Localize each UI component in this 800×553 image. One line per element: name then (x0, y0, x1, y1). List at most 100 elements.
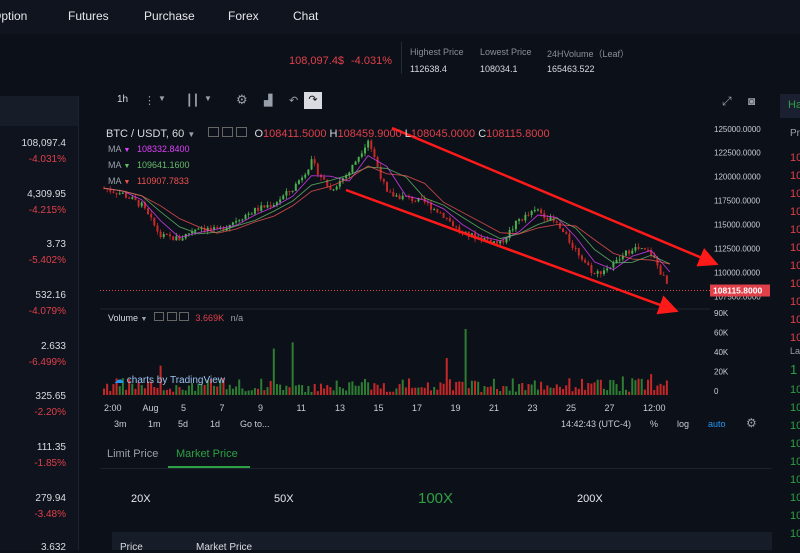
y-tick-label: 125000.0000 (714, 125, 761, 134)
leverage-20x[interactable]: 20X (131, 493, 151, 505)
volume-bar (593, 382, 596, 395)
market-item-price[interactable]: 532.16 (35, 290, 66, 301)
auto-toggle[interactable]: auto (708, 419, 726, 429)
candle-body (436, 209, 439, 213)
price-axis[interactable]: 125000.0000 122500.0000 120000.0000 117500.… (710, 120, 772, 400)
candle-body (527, 214, 530, 216)
candle-body (540, 209, 543, 214)
candle-body (244, 214, 247, 220)
market-item-price[interactable]: 3.73 (46, 239, 66, 250)
nav-option[interactable]: Option (0, 9, 28, 23)
candle-body (420, 197, 423, 199)
last-price-mid: 1 (790, 362, 798, 377)
candlestick-icon[interactable]: ┃┃ (186, 95, 200, 107)
undo-icon[interactable]: ↶ (289, 95, 299, 107)
ma3-legend: MA ▼ 110907.7833 (108, 176, 189, 186)
volume-bar (134, 388, 137, 395)
x-tick-label: 5 (181, 403, 186, 413)
candle-body (313, 159, 316, 164)
volume-bar (175, 385, 178, 395)
market-item-price[interactable]: 2.633 (40, 341, 66, 352)
candle-body (235, 221, 238, 223)
candle-body (618, 259, 621, 261)
market-item-price[interactable]: 108,097.4 (21, 138, 67, 149)
volume-bar (552, 388, 555, 395)
x-tick-label: 12:00 (643, 403, 666, 413)
market-item-price[interactable]: 3.632 (40, 542, 66, 553)
current-price-badge-label: 108115.8000 (713, 286, 762, 296)
chevron-down-icon[interactable]: ▼ (187, 130, 196, 139)
tab-active-indicator (168, 466, 250, 468)
market-item-price[interactable]: 279.94 (35, 493, 66, 504)
gear-icon[interactable]: ⚙ (236, 92, 248, 107)
low-value: 108045.0000 (410, 128, 476, 140)
order-book-tab[interactable]: Ha (780, 94, 800, 118)
log-toggle[interactable]: log (677, 419, 690, 429)
interval-selector[interactable]: 1h (117, 94, 129, 105)
settings-icon[interactable] (222, 127, 234, 137)
leverage-50x[interactable]: 50X (274, 493, 294, 505)
candle-body (294, 183, 297, 191)
volume-bar (646, 379, 649, 395)
volume-bar (467, 388, 470, 395)
volume-bar (395, 388, 398, 395)
nav-futures[interactable]: Futures (68, 9, 109, 23)
indicators-icon[interactable]: ▟ (264, 95, 273, 107)
volume-bar (602, 388, 605, 395)
camera-icon[interactable]: ◙ (748, 94, 756, 108)
x-tick-label: 11 (297, 403, 306, 413)
candle-body (401, 195, 404, 200)
goto-date[interactable]: Go to... (240, 419, 270, 429)
tradingview-attribution[interactable]: ☁ charts by TradingView (114, 375, 225, 386)
close-icon[interactable] (236, 127, 248, 137)
volume-bar (580, 378, 583, 395)
ma2-line (103, 166, 671, 265)
x-tick-label: 21 (489, 403, 499, 413)
lowest-price-label: Lowest Price (480, 47, 532, 57)
market-item-price[interactable]: 4,309.95 (27, 189, 66, 200)
volume-bar (341, 388, 344, 395)
redo-icon[interactable]: ↷ (304, 92, 322, 109)
volume-bar (606, 390, 609, 395)
percent-toggle[interactable]: % (650, 419, 659, 429)
nav-purchase[interactable]: Purchase (144, 9, 195, 23)
more-vertical-icon[interactable]: ⋮ (144, 95, 155, 107)
leverage-100x[interactable]: 100X (418, 490, 454, 507)
candle-body (118, 193, 121, 195)
volume-bar (319, 383, 322, 395)
chart-area[interactable]: 2:00 Aug 5 7 9 11 13 15 17 19 21 23 25 27 12:00 BTC / … (100, 120, 719, 413)
volume-bar (536, 389, 539, 395)
candle-body (288, 191, 291, 193)
candle-body (250, 213, 253, 215)
nav-forex[interactable]: Forex (228, 9, 259, 23)
candle-body (147, 208, 150, 215)
ask-row: 10 (790, 332, 800, 344)
candle-body (143, 202, 146, 209)
nav-chat[interactable]: Chat (293, 9, 319, 23)
candle-body (514, 220, 517, 230)
tab-market-price[interactable]: Market Price (176, 448, 238, 460)
range-1d[interactable]: 1d (210, 419, 221, 429)
range-5d[interactable]: 5d (178, 419, 189, 429)
leverage-200x[interactable]: 200X (577, 493, 603, 505)
eye-icon[interactable] (208, 127, 220, 137)
candle-body (521, 219, 524, 221)
range-3m[interactable]: 3m (114, 419, 127, 429)
volume-bar (140, 385, 143, 395)
volume-bar (596, 379, 599, 395)
gear-icon[interactable]: ⚙ (746, 416, 757, 430)
volume-bar (558, 386, 561, 395)
market-item-price[interactable]: 325.65 (35, 391, 66, 402)
chevron-down-icon[interactable]: ▼ (158, 94, 166, 103)
tab-limit-price[interactable]: Limit Price (107, 448, 159, 460)
fullscreen-icon[interactable]: ⤢ (722, 94, 732, 108)
range-1m[interactable]: 1m (148, 419, 161, 429)
candle-body (445, 217, 448, 219)
chevron-down-icon[interactable]: ▼ (204, 94, 212, 103)
volume-bar (609, 379, 612, 395)
highest-price-label: Highest Price (410, 47, 464, 57)
market-item-price[interactable]: 111.35 (36, 442, 66, 453)
candle-body (169, 234, 172, 237)
candle-body (153, 217, 156, 226)
ma3-value: 110907.7833 (136, 176, 189, 186)
